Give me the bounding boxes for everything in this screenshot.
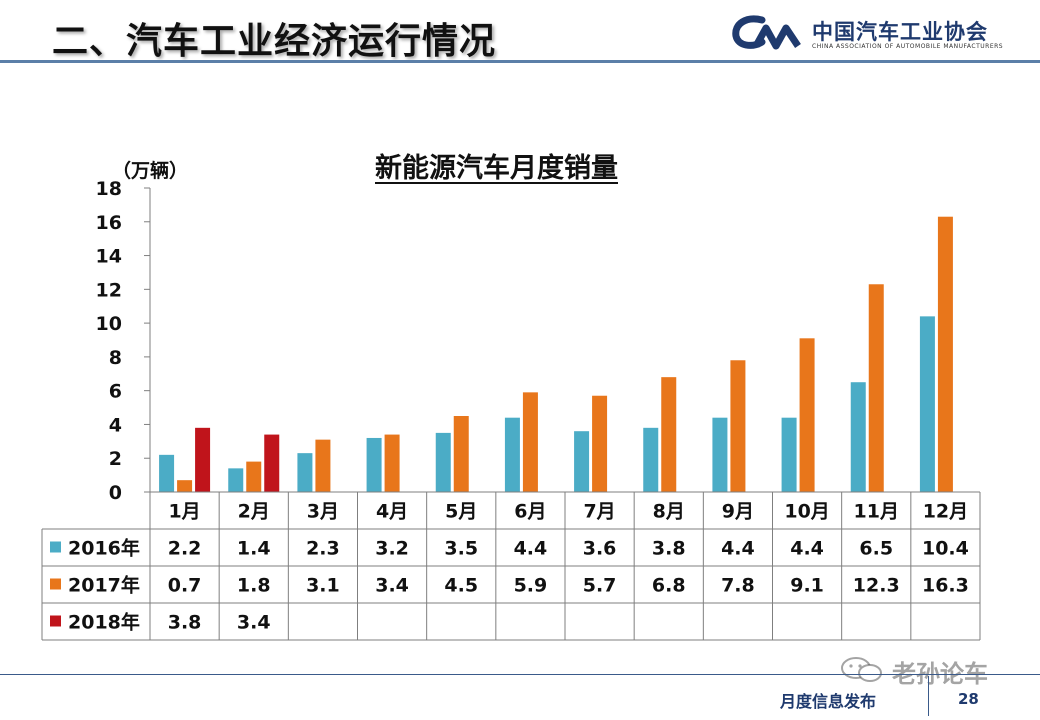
x-tick-label: 11月 (854, 501, 899, 523)
bar-2016年-9月 (712, 417, 728, 492)
legend-label: 2018年 (68, 611, 140, 634)
y-axis-unit-label: （万辆） (112, 160, 189, 182)
table-cell-value: 3.8 (652, 538, 686, 560)
table-cell-value: 3.1 (306, 575, 340, 597)
bar-2017年-8月 (661, 377, 677, 492)
table-cell-value: 2.3 (306, 538, 340, 560)
table-cell-value: 3.2 (375, 538, 409, 560)
bar-2017年-1月 (177, 480, 193, 492)
bar-2016年-7月 (574, 431, 590, 492)
legend-label: 2016年 (68, 537, 140, 560)
y-tick-label: 16 (96, 212, 122, 234)
table-cell-value: 16.3 (922, 575, 969, 597)
table-cell-value: 12.3 (853, 575, 900, 597)
table-cell-value: 3.6 (583, 538, 617, 560)
legend-key-2016年 (50, 541, 61, 553)
y-tick-label: 12 (96, 279, 122, 301)
bar-2017年-2月 (246, 461, 262, 492)
table-cell-value: 4.4 (790, 538, 824, 560)
y-tick-label: 6 (109, 381, 122, 403)
bar-2016年-11月 (850, 382, 866, 492)
chart-title: 新能源汽车月度销量 (375, 153, 618, 184)
bar-2016年-6月 (504, 417, 520, 492)
legend-label: 2017年 (68, 574, 140, 597)
table-cell-value: 6.8 (652, 575, 686, 597)
y-tick-label: 14 (96, 246, 122, 268)
y-tick-label: 18 (96, 178, 122, 200)
footer-divider (0, 674, 1040, 675)
x-tick-label: 1月 (168, 501, 200, 523)
legend-key-2018年 (50, 615, 61, 627)
table-cell-value: 0.7 (168, 575, 202, 597)
x-tick-label: 8月 (653, 501, 685, 523)
x-tick-label: 10月 (784, 501, 829, 523)
header-divider (0, 60, 1040, 63)
wechat-icon (841, 657, 882, 682)
x-tick-label: 6月 (514, 501, 546, 523)
bar-2017年-3月 (315, 439, 331, 492)
x-tick-label: 3月 (307, 501, 339, 523)
bar-2017年-9月 (730, 360, 746, 492)
table-cell-value: 4.4 (514, 538, 548, 560)
bar-2017年-4月 (384, 434, 400, 492)
bar-2016年-12月 (919, 316, 935, 492)
table-cell-value: 3.5 (444, 538, 478, 560)
caam-logo: 中国汽车工业协会 CHINA ASSOCIATION OF AUTOMOBILE… (732, 14, 1004, 54)
table-cell-value: 3.4 (237, 612, 271, 634)
footer-label: 月度信息发布 (780, 692, 877, 711)
bar-2016年-3月 (297, 453, 313, 492)
bar-2018年-1月 (195, 427, 211, 492)
bar-2017年-5月 (453, 416, 469, 492)
caam-logo-icon (732, 15, 801, 50)
y-tick-label: 0 (109, 482, 122, 504)
bar-2016年-5月 (435, 432, 451, 492)
table-cell-value: 1.4 (237, 538, 271, 560)
x-tick-label: 2月 (238, 501, 270, 523)
watermark-text: 老孙论车 (892, 660, 988, 688)
table-cell-value: 7.8 (721, 575, 755, 597)
slide-title: 二、汽车工业经济运行情况 (52, 21, 497, 62)
table-cell-value: 5.9 (514, 575, 548, 597)
bar-2017年-11月 (868, 284, 884, 492)
bar-2017年-12月 (937, 216, 953, 492)
bar-2016年-8月 (643, 427, 659, 492)
bar-2017年-7月 (592, 395, 608, 492)
bar-2016年-2月 (228, 468, 244, 492)
slide-header: 二、汽车工业经济运行情况 中国汽车工业协会 CHINA ASSOCIATION … (0, 0, 1040, 63)
legend-key-2017年 (50, 578, 61, 590)
logo-english-name: CHINA ASSOCIATION OF AUTOMOBILE MANUFACT… (812, 43, 1004, 50)
table-cell-value: 6.5 (859, 538, 893, 560)
table-cell-value: 4.5 (444, 575, 478, 597)
y-tick-label: 2 (109, 448, 122, 470)
logo-chinese-name: 中国汽车工业协会 (812, 20, 988, 44)
table-cell-value: 3.4 (375, 575, 409, 597)
bar-2017年-10月 (799, 338, 815, 492)
x-tick-label: 4月 (376, 501, 408, 523)
bar-2016年-1月 (159, 454, 175, 492)
bar-2016年-10月 (781, 417, 797, 492)
table-cell-value: 4.4 (721, 538, 755, 560)
y-tick-label: 8 (109, 347, 122, 369)
y-tick-label: 10 (96, 313, 122, 335)
x-tick-label: 7月 (583, 501, 615, 523)
footer-separator (928, 676, 929, 716)
x-tick-label: 5月 (445, 501, 477, 523)
x-tick-label: 12月 (923, 501, 968, 523)
page-number: 28 (958, 690, 979, 708)
table-cell-value: 5.7 (583, 575, 617, 597)
bar-2016年-4月 (366, 437, 382, 492)
table-cell-value: 10.4 (922, 538, 969, 560)
y-tick-label: 4 (109, 414, 122, 436)
table-cell-value: 2.2 (168, 538, 202, 560)
table-cell-value: 1.8 (237, 575, 271, 597)
table-cell-value: 3.8 (168, 612, 202, 634)
bar-2018年-2月 (264, 434, 280, 492)
bar-2017年-6月 (522, 392, 538, 492)
x-tick-label: 9月 (722, 501, 754, 523)
table-cell-value: 9.1 (790, 575, 824, 597)
